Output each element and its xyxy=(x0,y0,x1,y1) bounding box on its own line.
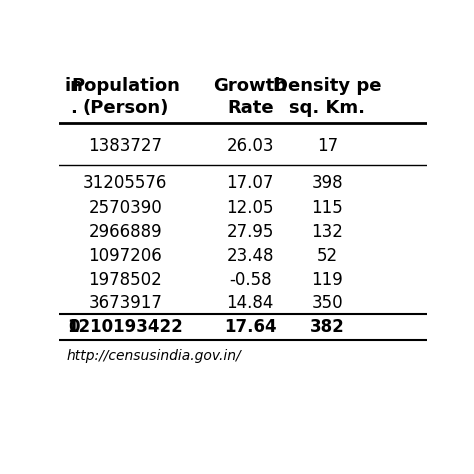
Text: 17: 17 xyxy=(317,137,338,155)
Text: 17.64: 17.64 xyxy=(224,318,277,336)
Text: -0.58: -0.58 xyxy=(229,271,272,289)
Text: 119: 119 xyxy=(311,271,343,289)
Text: 1978502: 1978502 xyxy=(89,271,162,289)
Text: 382: 382 xyxy=(310,318,345,336)
Text: 26.03: 26.03 xyxy=(227,137,274,155)
Text: Population
(Person): Population (Person) xyxy=(71,77,180,117)
Text: 2966889: 2966889 xyxy=(89,223,162,241)
Text: http://censusindia.gov.in/: http://censusindia.gov.in/ xyxy=(66,349,241,363)
Text: 1210193422: 1210193422 xyxy=(67,318,183,336)
Text: 132: 132 xyxy=(311,223,343,241)
Text: 3673917: 3673917 xyxy=(89,294,162,312)
Text: 1097206: 1097206 xyxy=(89,247,162,265)
Text: 1383727: 1383727 xyxy=(88,137,163,155)
Text: 17.07: 17.07 xyxy=(227,174,274,192)
Text: 0: 0 xyxy=(68,318,80,336)
Text: 12.05: 12.05 xyxy=(227,200,274,218)
Text: 23.48: 23.48 xyxy=(227,247,274,265)
Text: 14.84: 14.84 xyxy=(227,294,274,312)
Text: 31205576: 31205576 xyxy=(83,174,168,192)
Text: 398: 398 xyxy=(311,174,343,192)
Text: Growth
Rate: Growth Rate xyxy=(213,77,287,117)
Text: in
.: in . xyxy=(64,77,83,117)
Text: 27.95: 27.95 xyxy=(227,223,274,241)
Text: 2570390: 2570390 xyxy=(89,200,162,218)
Text: Density pe
sq. Km.: Density pe sq. Km. xyxy=(273,77,382,117)
Text: 52: 52 xyxy=(317,247,338,265)
Text: 350: 350 xyxy=(311,294,343,312)
Text: 115: 115 xyxy=(311,200,343,218)
